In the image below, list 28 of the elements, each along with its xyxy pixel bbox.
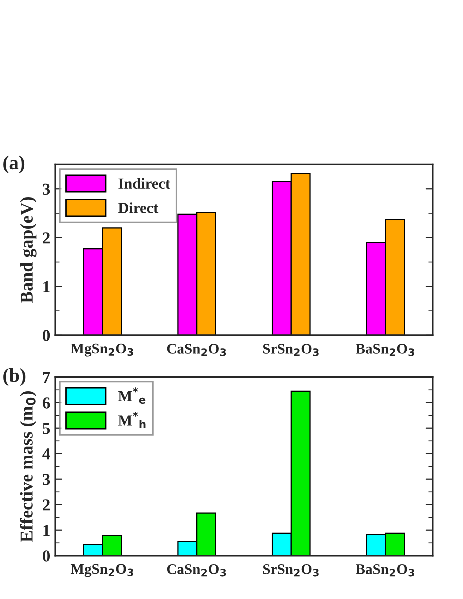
y-axis-title: Band gap(eV)	[20, 197, 37, 304]
x-tick-label: SrSn$_{2}$O$_{3}$	[263, 564, 319, 577]
x-tick-label: CaSn$_{2}$O$_{3}$	[167, 344, 226, 356]
legend-label: M$^{*}$$_{e}$	[118, 388, 146, 404]
y-tick-label: 3	[42, 184, 50, 196]
x-tick-label: BaSn$_{2}$O$_{3}$	[356, 344, 414, 356]
y-axis-title: Effective mass (m$_{0}$)	[20, 391, 37, 542]
y-tick-label: 2	[43, 500, 50, 511]
legend-label: M$^{*}$$_{h}$	[118, 412, 146, 428]
y-tick-label: 4	[42, 448, 50, 460]
y-tick-label: 0	[43, 550, 50, 562]
text: (b)	[4, 368, 26, 386]
y-tick-label: 0	[43, 330, 50, 342]
y-tick-label: 1	[44, 281, 50, 292]
y-tick-label: 5	[43, 423, 50, 434]
y-tick-label: 2	[43, 232, 50, 244]
legend-label: Direct	[118, 202, 159, 214]
x-tick-label: MgSn$_{2}$O$_{3}$	[70, 344, 134, 357]
y-tick-label: 1	[44, 525, 50, 536]
x-tick-label: SrSn$_{2}$O$_{3}$	[263, 344, 319, 356]
y-tick-label: 6	[42, 398, 50, 409]
x-tick-label: MgSn$_{2}$O$_{3}$	[70, 564, 134, 578]
y-tick-label: 3	[42, 474, 50, 486]
text: (a)	[4, 156, 25, 174]
x-tick-label: CaSn$_{2}$O$_{3}$	[167, 564, 226, 577]
x-tick-label: BaSn$_{2}$O$_{3}$	[356, 564, 414, 577]
y-tick-label: 7	[43, 372, 50, 384]
legend-label: Indirect	[118, 178, 170, 190]
